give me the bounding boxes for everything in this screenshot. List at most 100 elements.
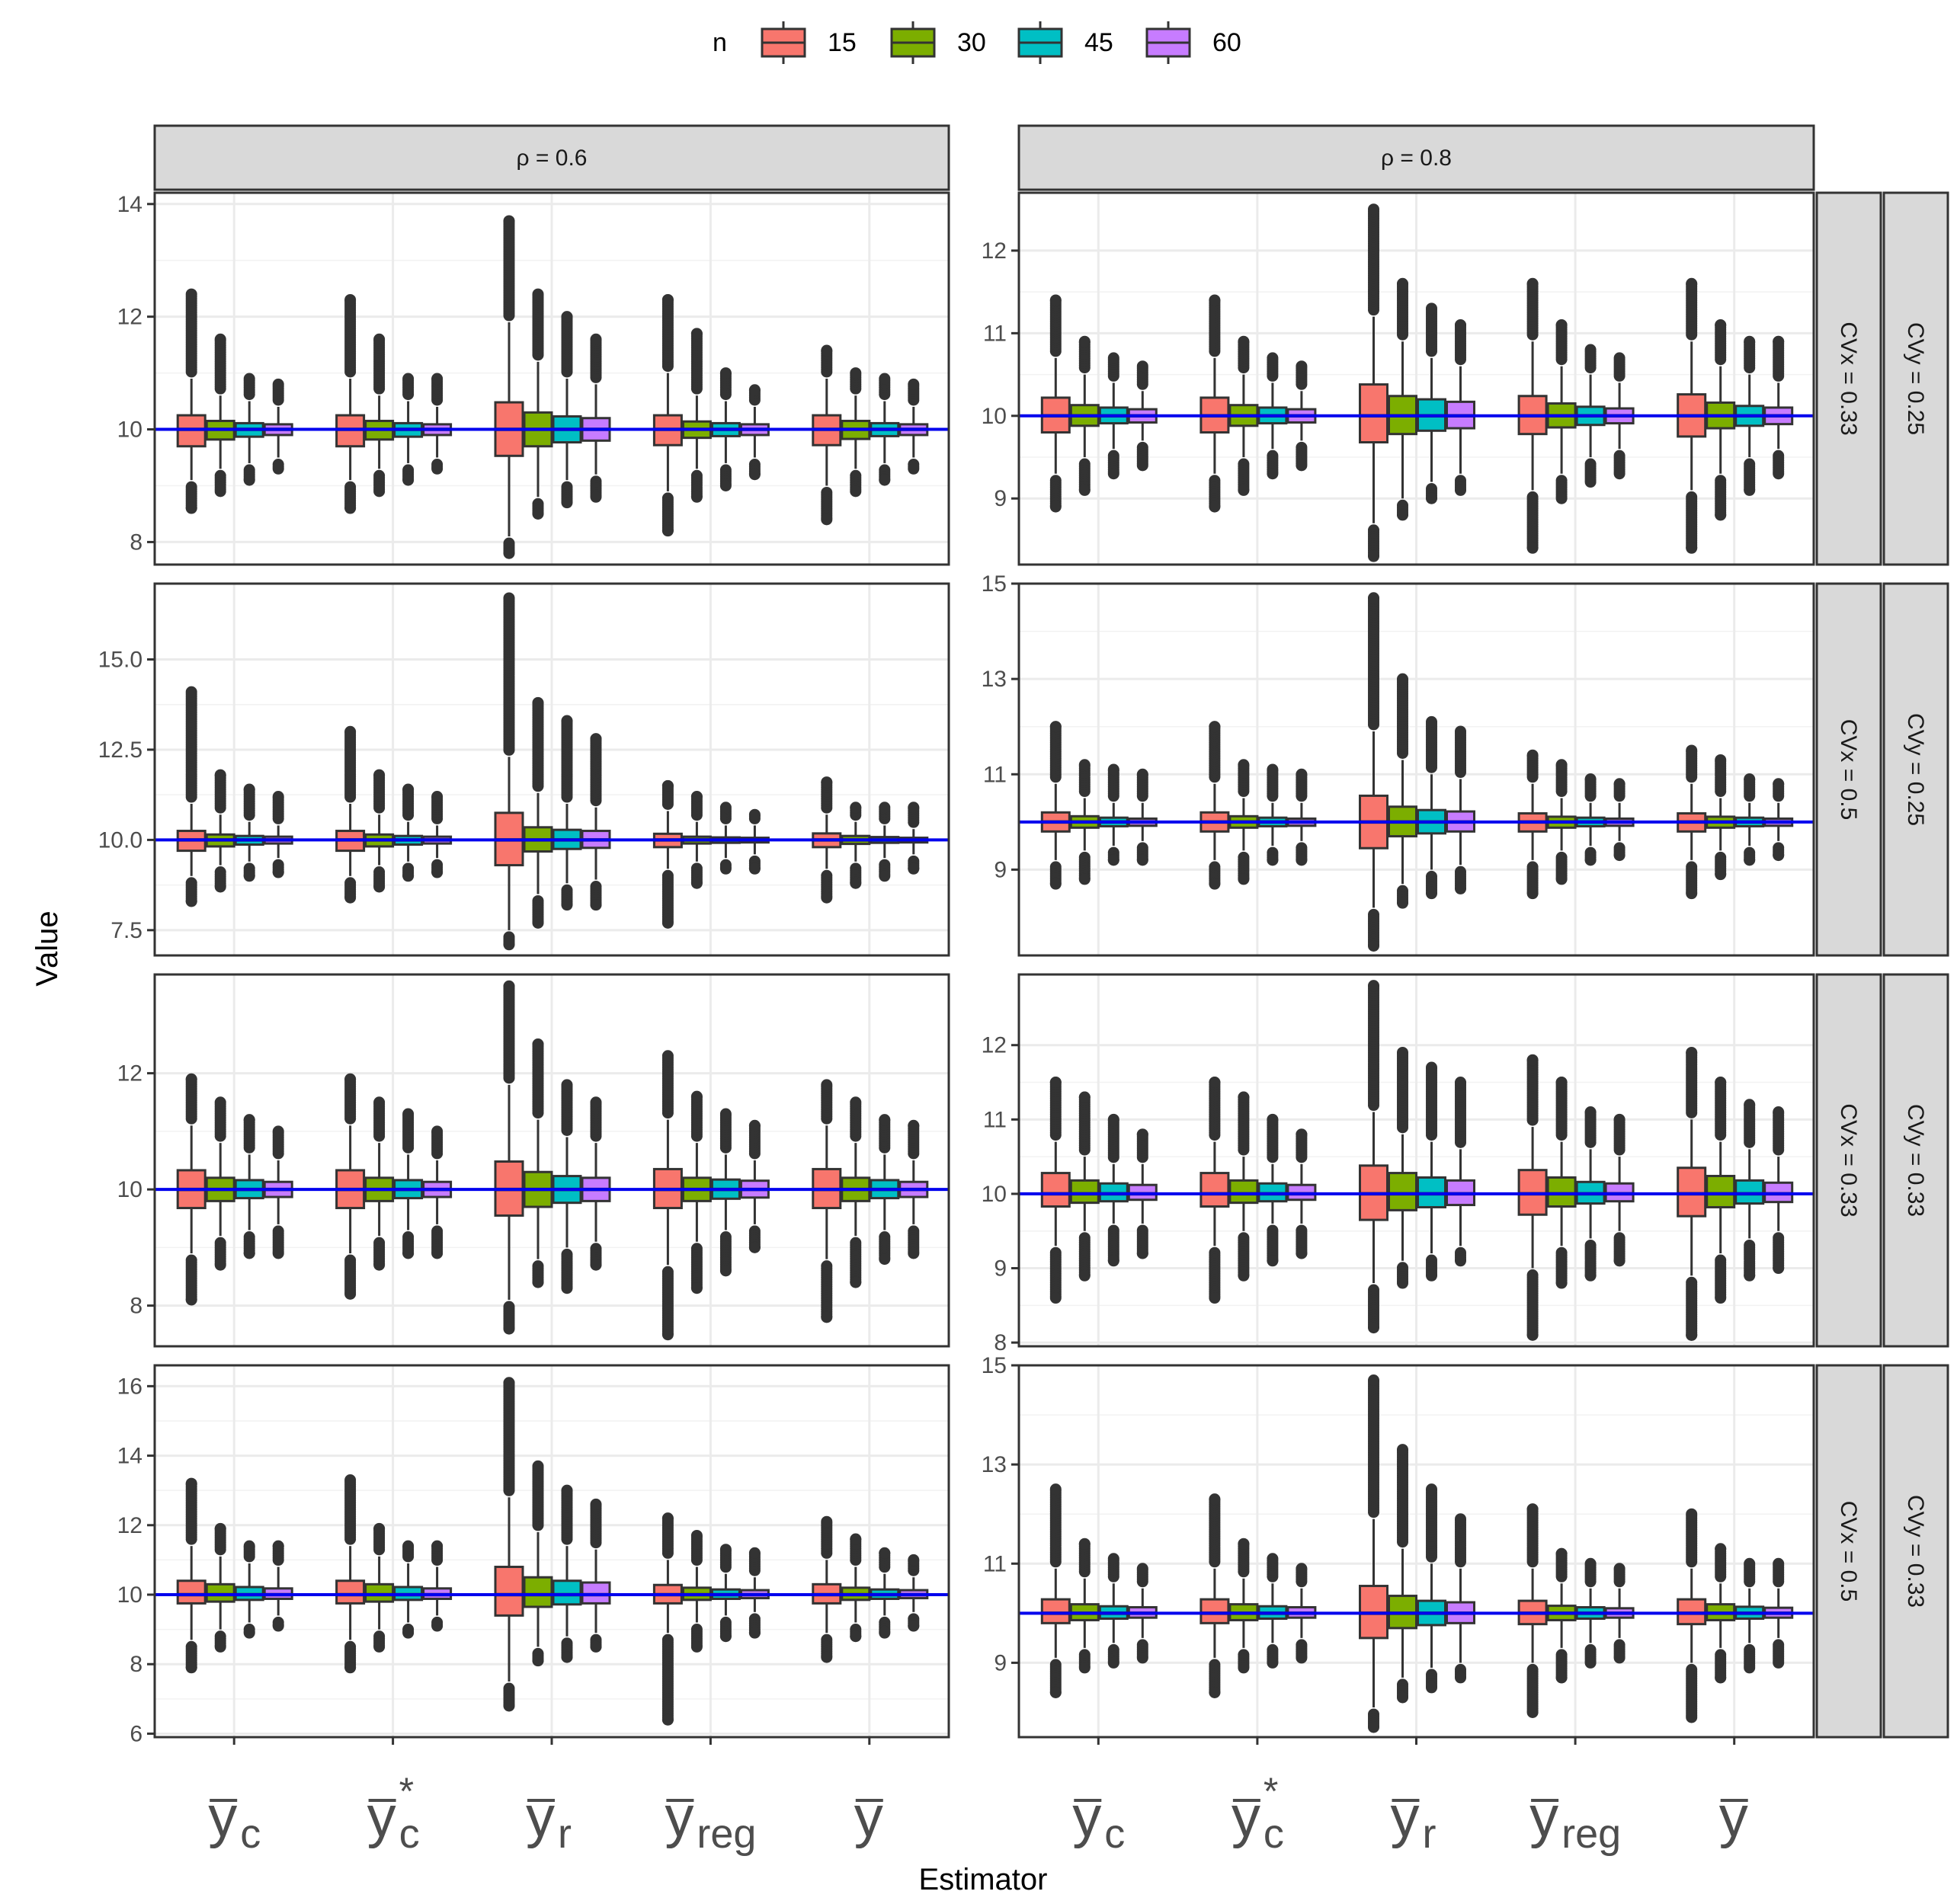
outlier-point	[431, 1125, 444, 1138]
outlier-point	[661, 1050, 674, 1062]
outlier-point	[1397, 1046, 1408, 1058]
box-est1-n45	[393, 1108, 424, 1259]
box-est0-n30	[1069, 335, 1100, 496]
outlier-point	[1368, 939, 1379, 952]
outlier-point	[185, 288, 197, 300]
box-est2-n60	[581, 733, 611, 911]
outlier-point	[1455, 1077, 1466, 1089]
box-est2-n60	[581, 1498, 611, 1653]
outlier-point	[214, 1259, 226, 1271]
outlier-point	[561, 1079, 573, 1091]
outlier-point	[748, 1241, 761, 1253]
y-tick-label: 10	[117, 1177, 143, 1202]
box-est1-n30	[364, 1522, 395, 1653]
outlier-point	[1555, 492, 1568, 504]
box-est3-n45	[710, 1108, 741, 1277]
y-tick-label: 8	[994, 1330, 1007, 1355]
outlier-point	[748, 862, 761, 875]
outlier-point	[1555, 319, 1568, 331]
outlier-point	[1744, 1099, 1756, 1111]
outlier-point	[661, 1329, 674, 1341]
outlier-point	[373, 881, 386, 893]
outlier-point	[1773, 1262, 1785, 1275]
legend-label-60: 60	[1212, 28, 1241, 57]
outlier-point	[272, 1247, 284, 1259]
outlier-point	[590, 1096, 602, 1109]
outlier-point	[561, 1484, 573, 1496]
outlier-point	[1238, 873, 1250, 885]
outlier-point	[373, 1259, 386, 1271]
box-est1-n15	[1200, 1077, 1230, 1304]
outlier-point	[1368, 203, 1379, 216]
outlier-point	[272, 791, 284, 803]
outlier-point	[1397, 897, 1408, 909]
outlier-point	[214, 1096, 226, 1109]
outlier-point	[373, 769, 386, 781]
outlier-point	[1397, 673, 1408, 685]
outlier-point	[373, 1640, 386, 1653]
outlier-point	[1426, 888, 1437, 900]
y-tick-label: 14	[117, 192, 143, 217]
outlier-point	[1455, 882, 1466, 894]
y-tick-label: 10	[982, 1182, 1007, 1207]
outlier-point	[1049, 878, 1062, 890]
box-est1-n45	[1257, 763, 1288, 866]
box-iqr	[581, 1581, 611, 1605]
box-est3-n15	[1517, 1054, 1548, 1341]
outlier-point	[532, 696, 544, 709]
outlier-point	[1136, 854, 1148, 866]
outlier-point	[1136, 459, 1148, 472]
box-est3-n15	[652, 1050, 683, 1341]
outlier-point	[1426, 1269, 1437, 1282]
outlier-point	[1368, 980, 1379, 992]
outlier-point	[748, 1627, 761, 1639]
panel-border	[153, 973, 950, 1348]
box-est2-n30	[523, 1460, 553, 1667]
outlier-point	[1555, 759, 1568, 771]
y-tick-label: 12	[117, 305, 143, 330]
box-est4-n30	[1706, 319, 1736, 521]
box-est1-n60	[422, 1540, 453, 1632]
outlier-point	[503, 939, 515, 951]
y-tick-label: 8	[130, 530, 143, 555]
outlier-point	[185, 502, 197, 514]
box-iqr	[1677, 1166, 1707, 1218]
outlier-point	[402, 1627, 415, 1639]
outlier-point	[1238, 1091, 1250, 1103]
legend: n 15 30 45 60	[713, 21, 1241, 64]
outlier-point	[1296, 459, 1308, 472]
outlier-point	[214, 1640, 226, 1653]
box-iqr	[1228, 1179, 1259, 1205]
box-est2-n30	[1388, 673, 1417, 909]
outlier-point	[214, 1522, 226, 1534]
box-est1-n30	[1228, 335, 1259, 496]
outlier-point	[1368, 550, 1379, 562]
outlier-point	[272, 462, 284, 475]
outlier-point	[1209, 721, 1221, 733]
box-est4-n45	[1734, 335, 1765, 496]
outlier-point	[661, 293, 674, 306]
outlier-point	[908, 802, 920, 814]
outlier-point	[879, 1547, 891, 1559]
outlier-point	[431, 1247, 444, 1259]
y-tick-label: 11	[983, 762, 1007, 787]
outlier-point	[719, 802, 732, 814]
box-est0-n15	[176, 1477, 207, 1674]
box-iqr	[1200, 1172, 1230, 1208]
outlier-point	[690, 1282, 703, 1294]
panel-border	[153, 191, 950, 566]
outlier-point	[719, 1265, 732, 1277]
box-est2-n60	[1446, 725, 1475, 894]
outlier-point	[373, 333, 386, 345]
outlier-point	[1368, 592, 1379, 604]
outlier-point	[1584, 1269, 1597, 1282]
outlier-point	[243, 474, 255, 486]
outlier-point	[1296, 360, 1308, 373]
outlier-point	[690, 1529, 703, 1541]
outlier-point	[908, 462, 920, 475]
outlier-point	[879, 870, 891, 882]
outlier-point	[1078, 1091, 1091, 1103]
panel-border	[1017, 973, 1815, 1348]
outlier-point	[1136, 1128, 1148, 1141]
outlier-point	[850, 877, 862, 889]
